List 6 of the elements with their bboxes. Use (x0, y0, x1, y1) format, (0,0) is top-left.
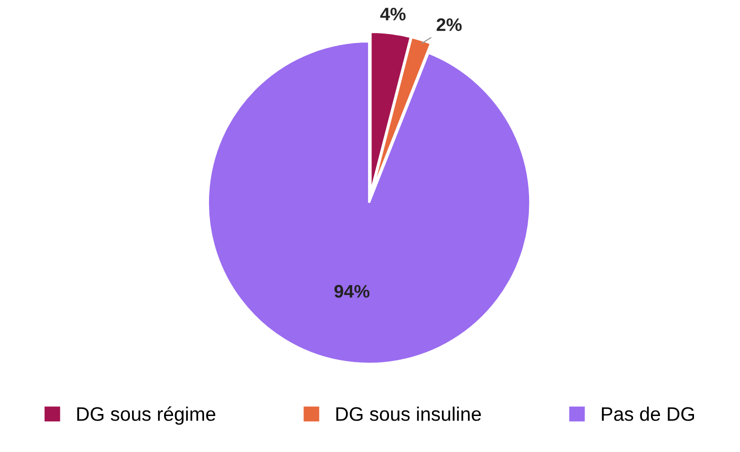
legend-label: DG sous insuline (336, 406, 481, 421)
data-label: 4% (380, 8, 406, 20)
legend-label: Pas de DG (602, 406, 694, 421)
legend-label: DG sous régime (77, 406, 216, 425)
data-label: 94% (334, 284, 370, 298)
data-label: 2% (436, 18, 462, 32)
